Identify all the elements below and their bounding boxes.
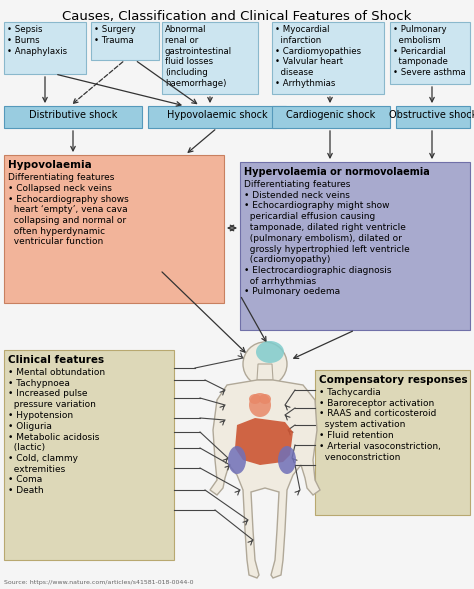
Text: Hypovolaemia: Hypovolaemia (8, 160, 92, 170)
FancyBboxPatch shape (272, 106, 390, 128)
Text: Source: https://www.nature.com/articles/s41581-018-0044-0: Source: https://www.nature.com/articles/… (4, 580, 193, 585)
FancyBboxPatch shape (272, 22, 384, 94)
Polygon shape (257, 364, 273, 380)
Ellipse shape (259, 394, 271, 404)
Circle shape (243, 342, 287, 386)
Ellipse shape (249, 394, 261, 404)
Text: Hypervolaemia or normovolaemia: Hypervolaemia or normovolaemia (244, 167, 430, 177)
FancyBboxPatch shape (162, 22, 258, 94)
Text: Obstructive shock: Obstructive shock (389, 110, 474, 120)
Ellipse shape (278, 446, 296, 474)
Text: Abnormal
renal or
gastrointestinal
fluid losses
(including
haemorrhage): Abnormal renal or gastrointestinal fluid… (165, 25, 232, 88)
FancyBboxPatch shape (148, 106, 286, 128)
FancyBboxPatch shape (240, 162, 470, 330)
Text: • Myocardial
  infarction
• Cardiomyopathies
• Valvular heart
  disease
• Arrhyt: • Myocardial infarction • Cardiomyopathi… (275, 25, 361, 88)
Text: • Mental obtundation
• Tachypnoea
• Increased pulse
  pressure variation
• Hypot: • Mental obtundation • Tachypnoea • Incr… (8, 368, 105, 495)
FancyBboxPatch shape (4, 350, 174, 560)
FancyBboxPatch shape (4, 106, 142, 128)
FancyBboxPatch shape (4, 22, 86, 74)
Text: Distributive shock: Distributive shock (29, 110, 117, 120)
Text: • Tachycardia
• Baroreceptor activation
• RAAS and corticosteroid
  system activ: • Tachycardia • Baroreceptor activation … (319, 388, 441, 462)
Ellipse shape (256, 341, 284, 363)
FancyBboxPatch shape (390, 22, 470, 84)
Text: • Sepsis
• Burns
• Anaphylaxis: • Sepsis • Burns • Anaphylaxis (7, 25, 67, 55)
Ellipse shape (228, 446, 246, 474)
Text: Clinical features: Clinical features (8, 355, 104, 365)
Text: Cardiogenic shock: Cardiogenic shock (286, 110, 375, 120)
Text: Compensatory responses: Compensatory responses (319, 375, 468, 385)
Polygon shape (210, 380, 320, 578)
FancyBboxPatch shape (315, 370, 470, 515)
FancyBboxPatch shape (91, 22, 159, 60)
Text: Differentiating features
• Distended neck veins
• Echocardiography might show
  : Differentiating features • Distended nec… (244, 180, 410, 296)
Ellipse shape (249, 393, 271, 417)
Text: • Surgery
• Trauma: • Surgery • Trauma (94, 25, 136, 45)
FancyBboxPatch shape (4, 155, 224, 303)
Text: • Pulmonary
  embolism
• Pericardial
  tamponade
• Severe asthma: • Pulmonary embolism • Pericardial tampo… (393, 25, 466, 77)
Text: Hypovolaemic shock: Hypovolaemic shock (167, 110, 267, 120)
FancyBboxPatch shape (396, 106, 470, 128)
Text: Causes, Classification and Clinical Features of Shock: Causes, Classification and Clinical Feat… (62, 10, 412, 23)
Text: Differentiating features
• Collapsed neck veins
• Echocardiography shows
  heart: Differentiating features • Collapsed nec… (8, 173, 129, 247)
Polygon shape (235, 418, 293, 465)
